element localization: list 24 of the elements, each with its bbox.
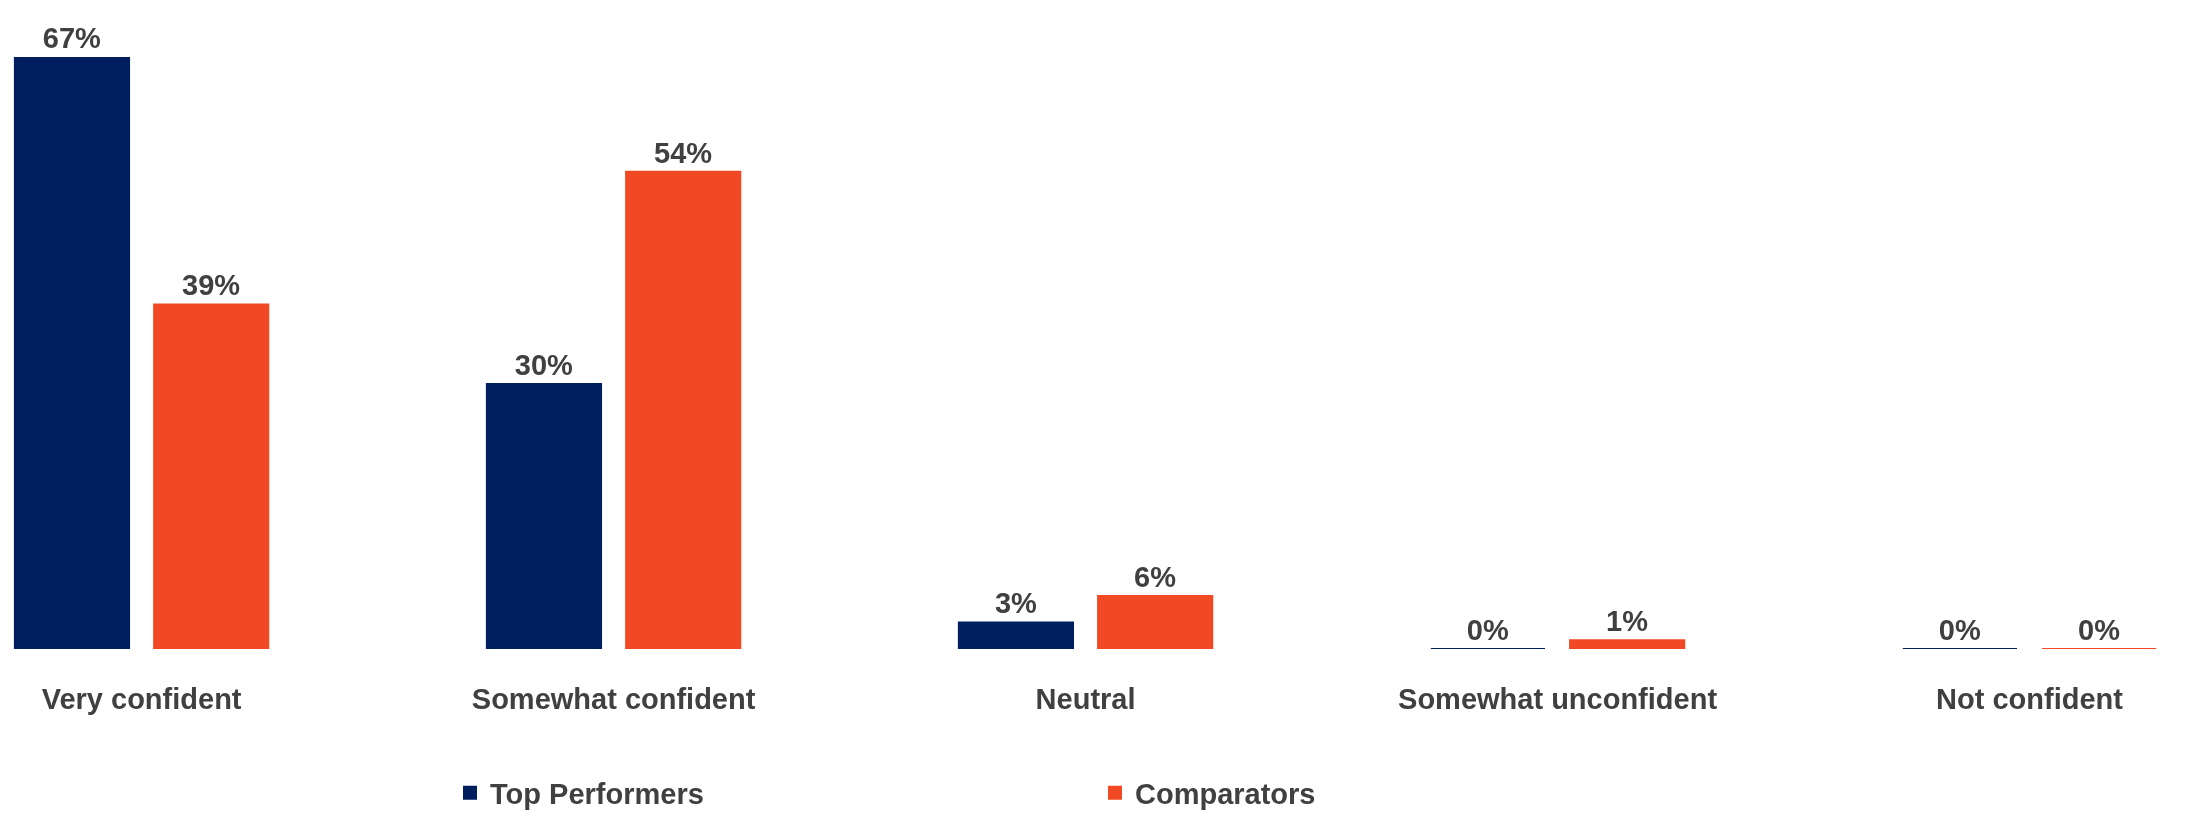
legend-label: Comparators bbox=[1135, 778, 1316, 811]
x-tick-label: Somewhat confident bbox=[471, 683, 756, 715]
data-label: 39% bbox=[182, 269, 241, 302]
data-label: 30% bbox=[514, 348, 574, 381]
bar bbox=[957, 621, 1075, 649]
data-label: 0% bbox=[2078, 614, 2121, 646]
data-label: 6% bbox=[1134, 560, 1177, 593]
x-tick-label: Not confident bbox=[1936, 683, 2124, 715]
bar bbox=[625, 170, 742, 649]
data-label: 3% bbox=[994, 587, 1038, 620]
bar bbox=[1569, 639, 1686, 649]
data-label: 1% bbox=[1606, 605, 1649, 638]
x-tick-label: Neutral bbox=[1035, 683, 1136, 715]
data-label: 54% bbox=[654, 136, 713, 169]
bar bbox=[153, 303, 270, 649]
bar bbox=[485, 382, 603, 649]
legend-label: Top Performers bbox=[490, 778, 704, 811]
x-tick-label: Somewhat unconfident bbox=[1398, 683, 1718, 715]
data-label: 67% bbox=[42, 22, 102, 54]
bar bbox=[1097, 594, 1214, 649]
data-label: 0% bbox=[1466, 614, 1509, 646]
data-label: 0% bbox=[1938, 614, 1981, 646]
bar bbox=[13, 57, 131, 649]
x-tick-label: Very confident bbox=[41, 683, 242, 715]
